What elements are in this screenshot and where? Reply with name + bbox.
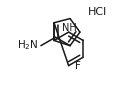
Text: F: F — [75, 61, 80, 71]
Text: H$_2$N: H$_2$N — [17, 38, 39, 52]
Text: NH: NH — [62, 24, 76, 33]
Text: HCl: HCl — [88, 7, 107, 17]
